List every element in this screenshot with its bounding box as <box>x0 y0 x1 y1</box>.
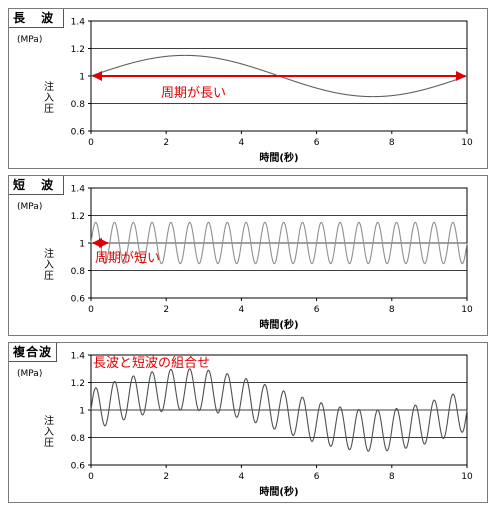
y-tick-label: 1 <box>79 73 85 83</box>
y-tick-label: 0.6 <box>71 295 86 305</box>
y-tick-label: 1.4 <box>71 185 86 195</box>
short-wave-panel: 0.6 0.8 1 1.2 1.4 0 2 4 6 8 10 (MPa) 注入圧時間(秒) 周期が短い 短… <box>8 175 488 336</box>
panel-title: 長 波 <box>9 9 65 28</box>
y-tick-label: 0.8 <box>71 267 86 277</box>
x-tick-label: 4 <box>239 472 245 482</box>
x-axis-label: 時間(秒) <box>259 151 298 164</box>
x-tick-label: 6 <box>314 138 320 148</box>
y-tick-label: 1.4 <box>71 18 86 28</box>
x-tick-label: 2 <box>163 472 169 482</box>
x-tick-label: 2 <box>163 305 169 315</box>
y-axis-label: 注入圧 <box>42 247 54 281</box>
y-unit-label: (MPa) <box>17 202 42 212</box>
y-tick-label: 1.2 <box>71 212 85 222</box>
x-tick-label: 6 <box>314 305 320 315</box>
x-axis-label: 時間(秒) <box>259 318 298 331</box>
x-axis-label: 時間(秒) <box>259 485 298 498</box>
x-tick-label: 10 <box>461 138 473 148</box>
annotation-text: 長波と短波の組合せ <box>93 356 210 371</box>
y-tick-label: 1.4 <box>71 352 86 362</box>
y-tick-label: 1.2 <box>71 45 85 55</box>
x-tick-label: 4 <box>239 138 245 148</box>
panel-title: 複合波 <box>9 343 58 362</box>
x-tick-label: 6 <box>314 472 320 482</box>
x-tick-label: 4 <box>239 305 245 315</box>
y-tick-label: 1 <box>79 240 85 250</box>
x-tick-label: 10 <box>461 472 473 482</box>
annotation-text: 周期が短い <box>95 251 160 266</box>
composite-wave-panel: 0.6 0.8 1 1.2 1.4 0 2 4 6 8 10 (MPa) 注入圧時間(秒) 長波と短波の組… <box>8 342 488 503</box>
y-tick-label: 0.6 <box>71 128 86 138</box>
x-tick-label: 0 <box>88 472 94 482</box>
y-unit-label: (MPa) <box>17 35 42 45</box>
x-tick-label: 0 <box>88 305 94 315</box>
long-wave-panel: 0.6 0.8 1 1.2 1.4 0 2 4 6 8 10 (MPa) 注入圧時間(秒) 周期が長い 長… <box>8 8 488 169</box>
x-tick-label: 8 <box>389 138 395 148</box>
x-tick-label: 8 <box>389 305 395 315</box>
y-axis-label: 注入圧 <box>42 80 54 114</box>
series-line <box>90 221 468 265</box>
y-tick-label: 0.6 <box>71 462 86 472</box>
y-tick-label: 1 <box>79 407 85 417</box>
panel-title: 短 波 <box>9 176 65 195</box>
y-tick-label: 0.8 <box>71 434 86 444</box>
series-line <box>90 368 468 452</box>
x-tick-label: 8 <box>389 472 395 482</box>
x-tick-label: 10 <box>461 305 473 315</box>
y-axis-label: 注入圧 <box>42 414 54 448</box>
x-tick-label: 2 <box>163 138 169 148</box>
y-tick-label: 1.2 <box>71 379 85 389</box>
x-tick-label: 0 <box>88 138 94 148</box>
y-tick-label: 0.8 <box>71 100 86 110</box>
y-unit-label: (MPa) <box>17 369 42 379</box>
annotation-text: 周期が長い <box>161 86 226 101</box>
